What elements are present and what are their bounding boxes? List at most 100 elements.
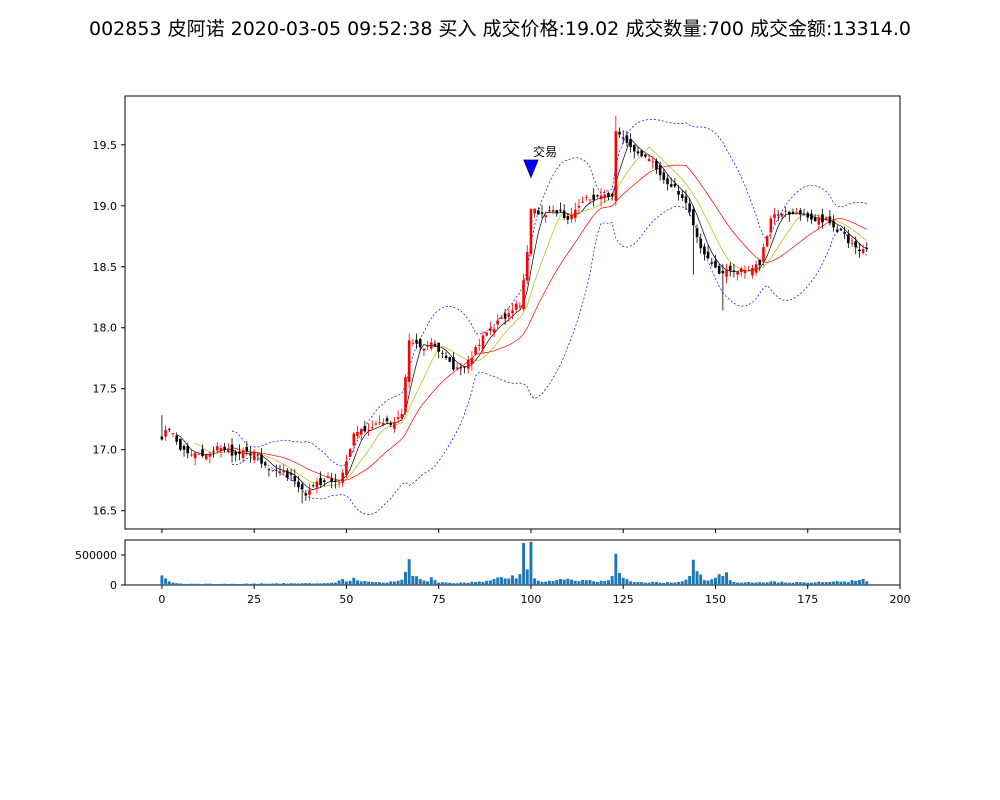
volume-bar <box>691 559 695 585</box>
candle <box>740 266 743 277</box>
candle <box>219 444 223 458</box>
volume-bar <box>271 583 275 585</box>
candle-body <box>452 357 455 370</box>
candle <box>784 206 787 218</box>
candle <box>658 161 662 181</box>
volume-bar <box>429 577 433 585</box>
volume-bar <box>732 582 736 585</box>
candle <box>175 432 178 445</box>
volume-bar <box>296 583 300 585</box>
candle-body <box>204 454 208 460</box>
volume-bar <box>857 580 861 585</box>
candle-body <box>533 208 536 214</box>
volume-bar <box>821 582 824 585</box>
candle <box>751 264 754 279</box>
candle-body <box>592 194 595 200</box>
candle <box>227 443 230 454</box>
candle <box>378 415 381 426</box>
candle-body <box>326 476 330 478</box>
candle <box>511 303 514 320</box>
candle-body <box>400 414 404 419</box>
candle-body <box>378 422 381 424</box>
volume-bar <box>592 581 596 585</box>
candle <box>197 452 201 455</box>
candle <box>858 242 861 258</box>
volume-bar <box>274 583 278 585</box>
volume-bar <box>249 583 252 585</box>
candle <box>847 229 850 249</box>
candle <box>662 169 666 184</box>
volume-bar <box>230 583 234 585</box>
volume-bar <box>658 582 662 585</box>
candle <box>179 438 182 452</box>
candle-body <box>164 429 167 437</box>
volume-bar <box>525 569 529 585</box>
volume-bar <box>773 581 776 585</box>
candle-body <box>773 214 776 219</box>
volume-bar <box>747 582 751 585</box>
volume-bar <box>640 582 644 585</box>
candle <box>555 209 559 217</box>
candle-body <box>367 429 370 431</box>
candle <box>824 216 828 221</box>
candle-body <box>500 317 503 319</box>
candle-body <box>791 211 795 215</box>
candle-body <box>824 217 828 221</box>
candle <box>559 202 562 214</box>
candle-body <box>219 447 223 451</box>
candle <box>839 227 843 231</box>
volume-bar <box>481 581 485 585</box>
volume-bar <box>444 582 448 585</box>
volume-bar <box>765 582 769 585</box>
candle <box>230 437 234 463</box>
candle <box>544 212 548 223</box>
candle <box>765 234 769 248</box>
candle-body <box>762 247 765 261</box>
volume-bar <box>584 580 588 585</box>
volume-bar <box>234 583 238 585</box>
volume-bar <box>389 581 393 585</box>
volume-bar <box>599 580 603 585</box>
candle-body <box>160 436 164 440</box>
candle-body <box>201 449 204 457</box>
candle <box>256 453 260 461</box>
candle-body <box>315 481 319 488</box>
volume-x-tick-label: 175 <box>797 593 818 606</box>
volume-x-tick-label: 100 <box>520 593 541 606</box>
volume-bar <box>798 582 802 585</box>
candle <box>710 257 714 267</box>
candle-body <box>721 270 725 274</box>
candle-body <box>282 470 285 473</box>
volume-bar <box>477 581 481 585</box>
volume-bar <box>514 578 518 585</box>
candle-body <box>359 429 363 435</box>
volume-bar <box>344 581 348 585</box>
candle <box>529 208 533 257</box>
candle-body <box>765 236 769 247</box>
candle <box>186 443 190 459</box>
candle-body <box>448 357 452 362</box>
candle-body <box>588 199 592 201</box>
candle <box>470 351 474 371</box>
volume-bar <box>522 543 526 585</box>
candle-body <box>647 158 651 162</box>
volume-bar <box>566 578 570 585</box>
candle-body <box>581 201 584 203</box>
candle <box>699 233 703 254</box>
candle <box>171 432 175 437</box>
volume-bar <box>352 577 356 585</box>
candle <box>677 185 680 201</box>
volume-bar <box>267 583 271 585</box>
candle-body <box>356 431 359 437</box>
candle <box>728 262 732 277</box>
candle-body <box>570 214 573 220</box>
candle-body <box>227 448 230 453</box>
candle <box>223 442 226 453</box>
volume-bar <box>459 582 463 585</box>
candle <box>341 469 345 488</box>
candle-body <box>651 161 655 163</box>
candle-body <box>382 422 385 426</box>
candle-body <box>758 259 762 265</box>
volume-bar <box>485 580 489 585</box>
